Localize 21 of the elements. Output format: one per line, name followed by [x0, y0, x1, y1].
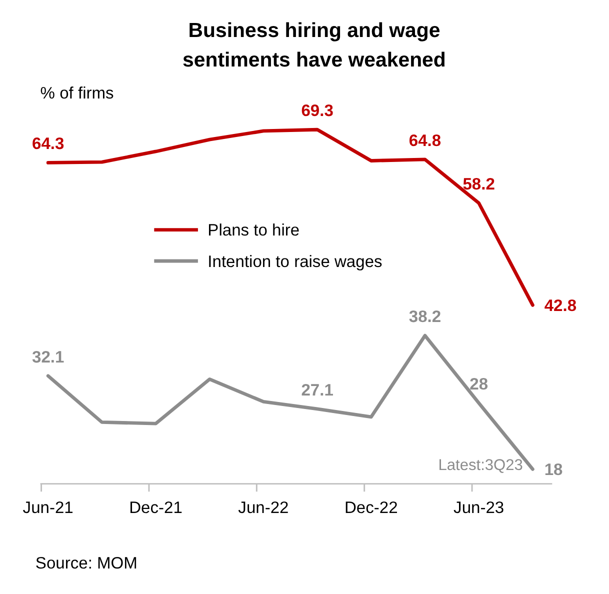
data-label: 69.3: [301, 101, 334, 120]
x-tick-label: Jun-23: [454, 498, 504, 518]
legend-label: Intention to raise wages: [208, 252, 382, 271]
annotation: Latest:3Q23: [438, 457, 523, 474]
data-label: 27.1: [301, 380, 334, 400]
chart-title: Business hiring and wage sentiments have weakened: [182, 20, 446, 72]
x-tick-label: Jun-21: [22, 498, 74, 518]
data-label: 28: [470, 374, 488, 394]
y-axis-title: % of firms: [40, 83, 114, 102]
legend-label: Plans to hire: [208, 220, 300, 240]
x-tick-label: Jun-22: [238, 498, 289, 518]
data-label: 42.8: [544, 296, 577, 315]
source-note: Source: MOM: [35, 553, 138, 572]
data-label: 58.2: [462, 174, 495, 194]
x-tick-label: Dec-21: [129, 498, 182, 518]
data-label: 32.1: [32, 347, 64, 366]
data-label: 64.8: [408, 130, 442, 150]
data-label: 38.2: [408, 306, 442, 326]
data-label: 18: [544, 460, 563, 480]
x-tick-label: Dec-22: [344, 498, 398, 518]
data-label: 64.3: [32, 134, 64, 154]
